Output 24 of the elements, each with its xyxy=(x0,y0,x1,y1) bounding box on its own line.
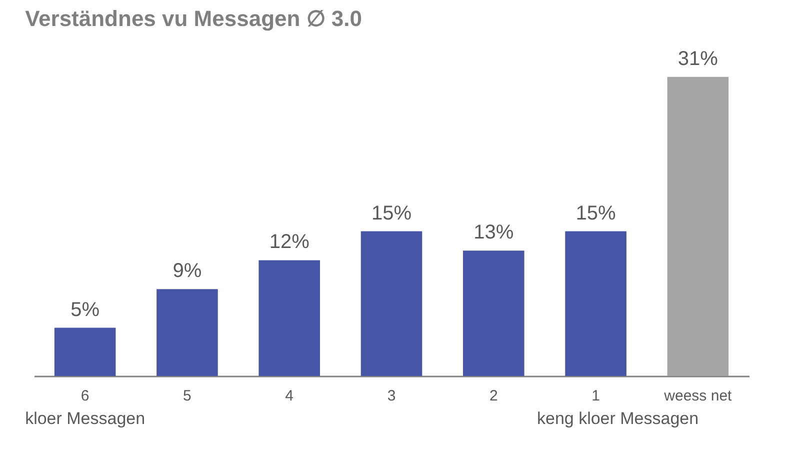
chart-title: Verständnes vu Messagen ∅ 3.0 xyxy=(25,6,362,31)
x-tick-label: 5 xyxy=(183,388,192,404)
x-tick-label: 1 xyxy=(592,388,600,404)
data-label: 15% xyxy=(371,202,412,224)
data-label: 15% xyxy=(576,202,616,224)
x-tick-label: weess net xyxy=(663,388,733,404)
data-label: 12% xyxy=(269,231,310,254)
bar xyxy=(667,76,729,376)
data-label: 9% xyxy=(172,260,202,282)
bar xyxy=(156,289,218,376)
data-label: 31% xyxy=(678,48,718,70)
bar xyxy=(360,231,422,376)
bar xyxy=(54,328,116,376)
x-tick-label: 4 xyxy=(285,388,294,404)
bar xyxy=(565,231,626,376)
text: kloer Messagen xyxy=(25,409,146,428)
x-tick-label: 3 xyxy=(387,388,396,404)
x-tick-label: 6 xyxy=(80,388,90,404)
text: keng kloer Messagen xyxy=(536,409,699,428)
x-tick-label: 2 xyxy=(489,388,498,404)
bar xyxy=(258,260,320,376)
bar xyxy=(463,250,524,376)
data-label: 5% xyxy=(70,298,100,321)
data-label: 13% xyxy=(474,222,514,244)
